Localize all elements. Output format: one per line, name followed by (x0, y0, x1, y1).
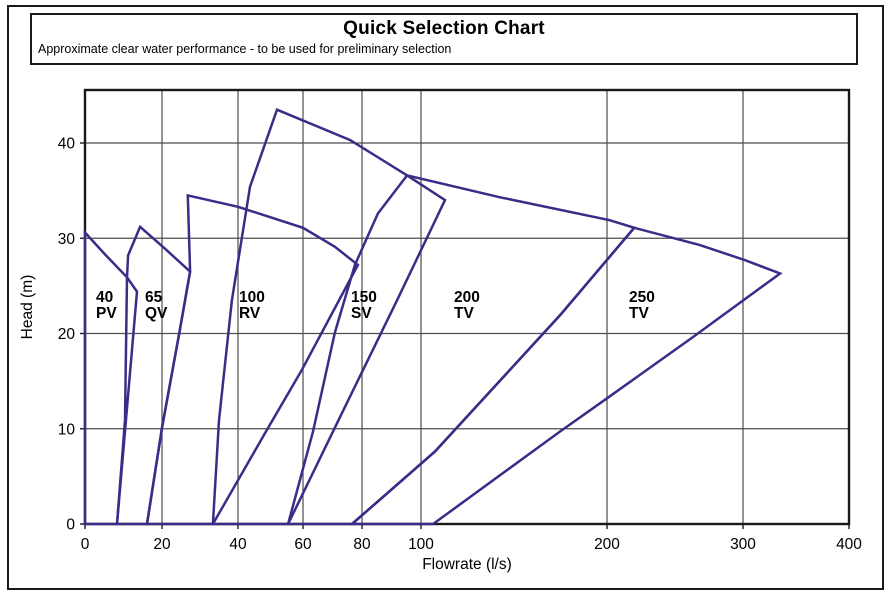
page-subtitle: Approximate clear water performance - to… (38, 42, 452, 56)
title-box: Quick Selection Chart Approximate clear … (30, 13, 858, 65)
pump-label-40-pv: 40 PV (96, 289, 117, 322)
y-tick-label: 40 (58, 136, 76, 153)
pump-label-250-tv: 250 TV (629, 289, 655, 322)
x-tick-label: 0 (81, 536, 90, 553)
pump-envelopes (83, 108, 783, 526)
x-tick-label: 400 (836, 536, 862, 553)
envelope-100-rv (145, 193, 360, 526)
page-title: Quick Selection Chart (343, 18, 545, 39)
y-tick-label: 30 (58, 231, 76, 248)
envelope-200-tv (286, 173, 637, 526)
x-tick-label: 20 (153, 536, 171, 553)
x-tick-label: 60 (294, 536, 312, 553)
pump-labels: 40 PV 65 QV 100 RV 150 SV 200 TV 250 TV (96, 289, 655, 322)
page-border (7, 5, 884, 590)
x-tick-label: 300 (730, 536, 756, 553)
envelope-250-tv (348, 226, 783, 526)
envelope-150-sv (211, 108, 447, 526)
y-tick-label: 20 (58, 326, 76, 343)
y-tick-label: 0 (66, 517, 75, 534)
pump-label-200-tv: 200 TV (454, 289, 480, 322)
x-axis-title: Flowrate (l/s) (422, 556, 512, 573)
x-tick-label: 80 (353, 536, 371, 553)
x-tick-label: 200 (594, 536, 620, 553)
envelope-40-pv (83, 229, 139, 526)
x-tick-label: 40 (229, 536, 247, 553)
x-tick-label: 100 (408, 536, 434, 553)
gridlines (80, 90, 850, 529)
pump-label-65-qv: 65 QV (145, 289, 168, 322)
y-tick-label: 10 (58, 421, 76, 438)
y-axis-title: Head (m) (19, 274, 36, 340)
pump-label-150-sv: 150 SV (351, 289, 377, 322)
pump-label-100-rv: 100 RV (239, 289, 265, 322)
axis-tick-labels: 0 20 40 60 80 100 200 300 400 0 10 20 30 40 (58, 136, 863, 554)
